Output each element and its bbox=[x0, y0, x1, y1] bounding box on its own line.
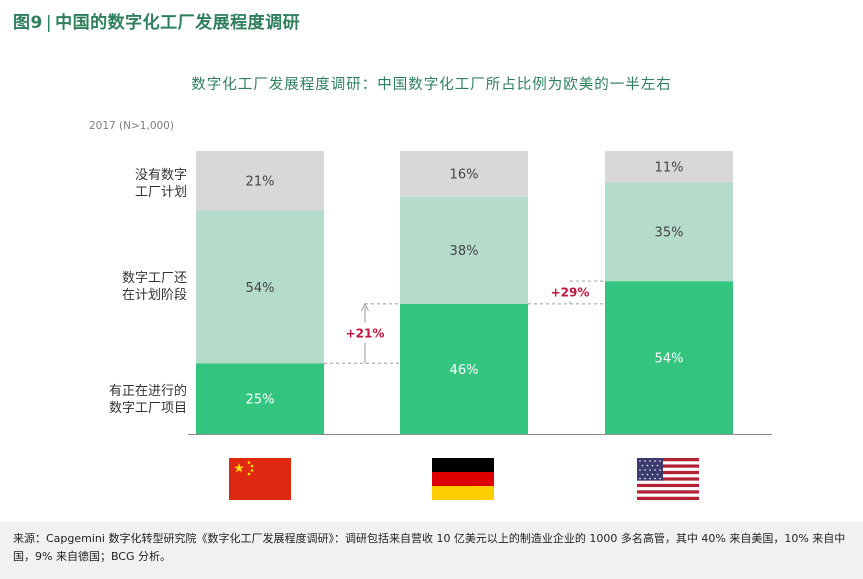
china-flag-icon bbox=[229, 458, 291, 500]
bar-china-ongoing bbox=[196, 363, 324, 434]
figure-number: 图9 bbox=[13, 13, 43, 33]
category-label-no-plan-line1: 没有数字 bbox=[134, 168, 187, 183]
germany-flag-icon bbox=[432, 458, 494, 500]
increase-label-bg-china-germany bbox=[339, 322, 391, 343]
increase-label-germany-usa: +29% bbox=[551, 286, 590, 300]
usa-flag-icon bbox=[637, 458, 699, 500]
value-label-china-ongoing: 25% bbox=[246, 393, 275, 408]
figure-title: 图9 | 中国的数字化工厂发展程度调研 bbox=[13, 8, 300, 33]
bar-usa-planning bbox=[605, 182, 733, 282]
category-label-planning-line1: 数字工厂还 bbox=[121, 271, 187, 286]
category-label-no-plan-line2: 工厂计划 bbox=[134, 185, 187, 200]
bar-usa-no-plan bbox=[605, 151, 733, 183]
category-label-ongoing-line1: 有正在进行的 bbox=[108, 384, 187, 399]
stacked-bar-chart: 25% 54% 21% 46% 38% 16% 54% 35% 11% +21% +29% bbox=[188, 151, 772, 435]
source-text: 来源：Capgemini 数字化转型研究院《数字化工厂发展程度调研》：调研包括来… bbox=[13, 532, 846, 563]
bar-usa-ongoing bbox=[605, 281, 733, 434]
value-label-germany-planning: 38% bbox=[450, 244, 479, 259]
increase-label-bg-germany-usa bbox=[544, 281, 596, 302]
source-footer: 来源：Capgemini 数字化转型研究院《数字化工厂发展程度调研》：调研包括来… bbox=[0, 522, 863, 579]
category-label-planning: 数字工厂还 在计划阶段 bbox=[77, 270, 187, 304]
increase-label-china-germany: +21% bbox=[346, 327, 385, 341]
value-label-china-planning: 54% bbox=[246, 281, 275, 296]
chart-title: 数字化工厂发展程度调研：中国数字化工厂所占比例为欧美的一半左右 bbox=[191, 77, 672, 93]
category-label-planning-line2: 在计划阶段 bbox=[121, 288, 187, 303]
bar-china-no-plan bbox=[196, 151, 324, 211]
bar-china-planning bbox=[196, 210, 324, 364]
value-label-germany-no-plan: 16% bbox=[450, 168, 479, 183]
value-label-germany-ongoing: 46% bbox=[450, 363, 479, 378]
sample-note: 2017 (N>1,000) bbox=[89, 120, 174, 132]
value-label-usa-ongoing: 54% bbox=[655, 352, 684, 367]
category-label-ongoing: 有正在进行的 数字工厂项目 bbox=[77, 383, 187, 417]
figure-separator: | bbox=[45, 13, 53, 33]
figure-title-text: 中国的数字化工厂发展程度调研 bbox=[55, 13, 301, 33]
value-label-usa-no-plan: 11% bbox=[655, 161, 684, 176]
bar-germany-planning bbox=[400, 196, 528, 304]
category-label-no-plan: 没有数字 工厂计划 bbox=[77, 167, 187, 201]
value-label-usa-planning: 35% bbox=[655, 226, 684, 241]
bar-germany-no-plan bbox=[400, 151, 528, 197]
bar-germany-ongoing bbox=[400, 303, 528, 434]
increase-arrowhead-china-germany bbox=[361, 302, 369, 312]
value-label-china-no-plan: 21% bbox=[246, 175, 275, 190]
category-label-ongoing-line2: 数字工厂项目 bbox=[108, 401, 187, 416]
